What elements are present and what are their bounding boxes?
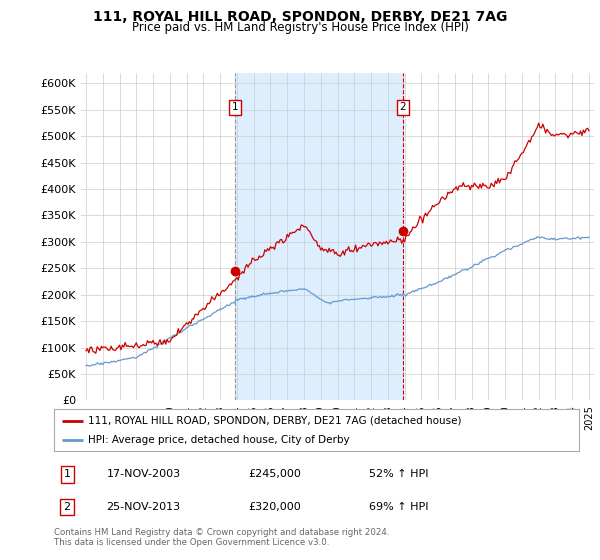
Text: 2: 2 xyxy=(64,502,71,512)
Text: HPI: Average price, detached house, City of Derby: HPI: Average price, detached house, City… xyxy=(88,435,350,445)
Text: 17-NOV-2003: 17-NOV-2003 xyxy=(107,469,181,479)
Bar xyxy=(235,73,403,400)
Text: 111, ROYAL HILL ROAD, SPONDON, DERBY, DE21 7AG: 111, ROYAL HILL ROAD, SPONDON, DERBY, DE… xyxy=(93,10,507,24)
Text: Price paid vs. HM Land Registry's House Price Index (HPI): Price paid vs. HM Land Registry's House … xyxy=(131,21,469,34)
Text: Contains HM Land Registry data © Crown copyright and database right 2024.
This d: Contains HM Land Registry data © Crown c… xyxy=(54,528,389,547)
Text: 25-NOV-2013: 25-NOV-2013 xyxy=(107,502,181,512)
Text: £245,000: £245,000 xyxy=(248,469,301,479)
Text: 1: 1 xyxy=(64,469,71,479)
Text: 2: 2 xyxy=(400,102,406,112)
Text: 1: 1 xyxy=(232,102,238,112)
Text: £320,000: £320,000 xyxy=(248,502,301,512)
Text: 69% ↑ HPI: 69% ↑ HPI xyxy=(369,502,428,512)
Text: 111, ROYAL HILL ROAD, SPONDON, DERBY, DE21 7AG (detached house): 111, ROYAL HILL ROAD, SPONDON, DERBY, DE… xyxy=(88,416,461,426)
Text: 52% ↑ HPI: 52% ↑ HPI xyxy=(369,469,428,479)
